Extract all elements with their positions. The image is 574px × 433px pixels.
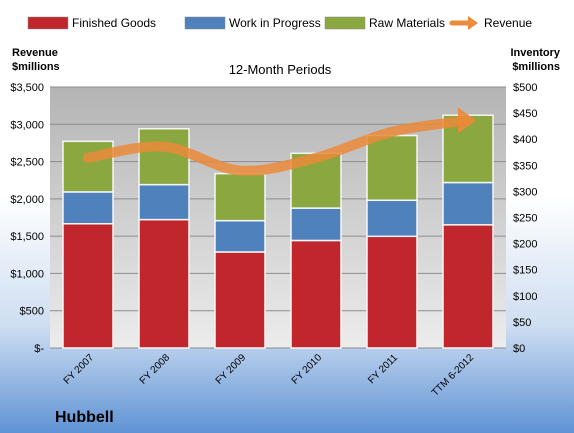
bar-segment [366,134,418,202]
left-tick-label: $1,000 [10,268,44,280]
right-axis-title-line1: Inventory [510,47,560,59]
category-label: FY 2009 [214,352,249,387]
left-tick-label: $500 [20,306,44,318]
legend-arrow [468,16,478,30]
right-axis-ticks: $0 $50 $100 $150 $200 $250 $300 $350 $400 $450 $50… [513,82,537,355]
category-label: FY 2008 [138,352,173,387]
right-tick-label: $400 [513,134,537,146]
legend-label: Work in Progress [229,16,321,30]
left-tick-label: $3,500 [10,82,44,94]
legend-label: Finished Goods [72,16,156,30]
chart-subtitle: 12-Month Periods [229,62,332,77]
right-tick-label: $100 [513,291,537,303]
bar-segment [214,219,266,253]
right-tick-label: $500 [513,82,537,94]
bar-segment [214,251,266,349]
right-tick-label: $300 [513,186,537,198]
legend-label: Revenue [484,16,532,30]
bar-segment [366,199,418,238]
left-tick-label: $2,000 [10,194,44,206]
bars [62,114,494,349]
right-tick-label: $50 [513,317,531,329]
legend-label: Raw Materials [369,16,445,30]
bar-segment [138,128,190,186]
revenue-arrowhead [458,107,476,134]
bar-segment [62,140,114,193]
right-tick-label: $350 [513,160,537,172]
category-label: FY 2011 [366,352,400,386]
category-labels: FY 2007 FY 2008 FY 2009 FY 2010 FY 2011 TTM 6… [62,352,477,399]
company-name: Hubbell [55,409,114,426]
legend-swatch [324,16,366,30]
left-axis-ticks: $- $500 $1,000 $1,500 $2,000 $2,500 $3,000 $3,5… [10,82,44,355]
left-tick-label: $3,000 [10,119,44,131]
bar-segment [290,207,342,242]
right-axis-title-line2: $millions [512,61,560,73]
left-tick-label: $- [34,343,44,355]
bar-segment [214,172,266,222]
bar-segment [366,235,418,349]
right-tick-label: $200 [513,239,537,251]
right-tick-label: $150 [513,265,537,277]
bar-segment [138,218,190,349]
right-tick-label: $0 [513,343,525,355]
bar-segment [442,224,494,349]
bar-segment [290,239,342,349]
plot-area [50,87,506,348]
left-tick-label: $2,500 [10,157,44,169]
bar-segment [62,223,114,349]
bar-segment [138,183,190,221]
category-label: TTM 6-2012 [430,352,477,399]
category-label: FY 2010 [290,352,325,387]
revenue-line-path [83,115,473,176]
legend-swatch [27,16,69,30]
right-tick-label: $450 [513,108,537,120]
left-axis-title-line2: $millions [12,61,60,73]
right-tick-label: $250 [513,213,537,225]
left-tick-label: $1,500 [10,231,44,243]
left-axis-title-line1: Revenue [12,47,58,59]
bar-segment [62,191,114,225]
revenue-line [83,107,476,176]
bar-segment [442,181,494,226]
legend: Finished Goods Work in Progress Raw Materi… [27,16,532,30]
category-label: FY 2007 [62,352,97,387]
legend-swatch [184,16,226,30]
